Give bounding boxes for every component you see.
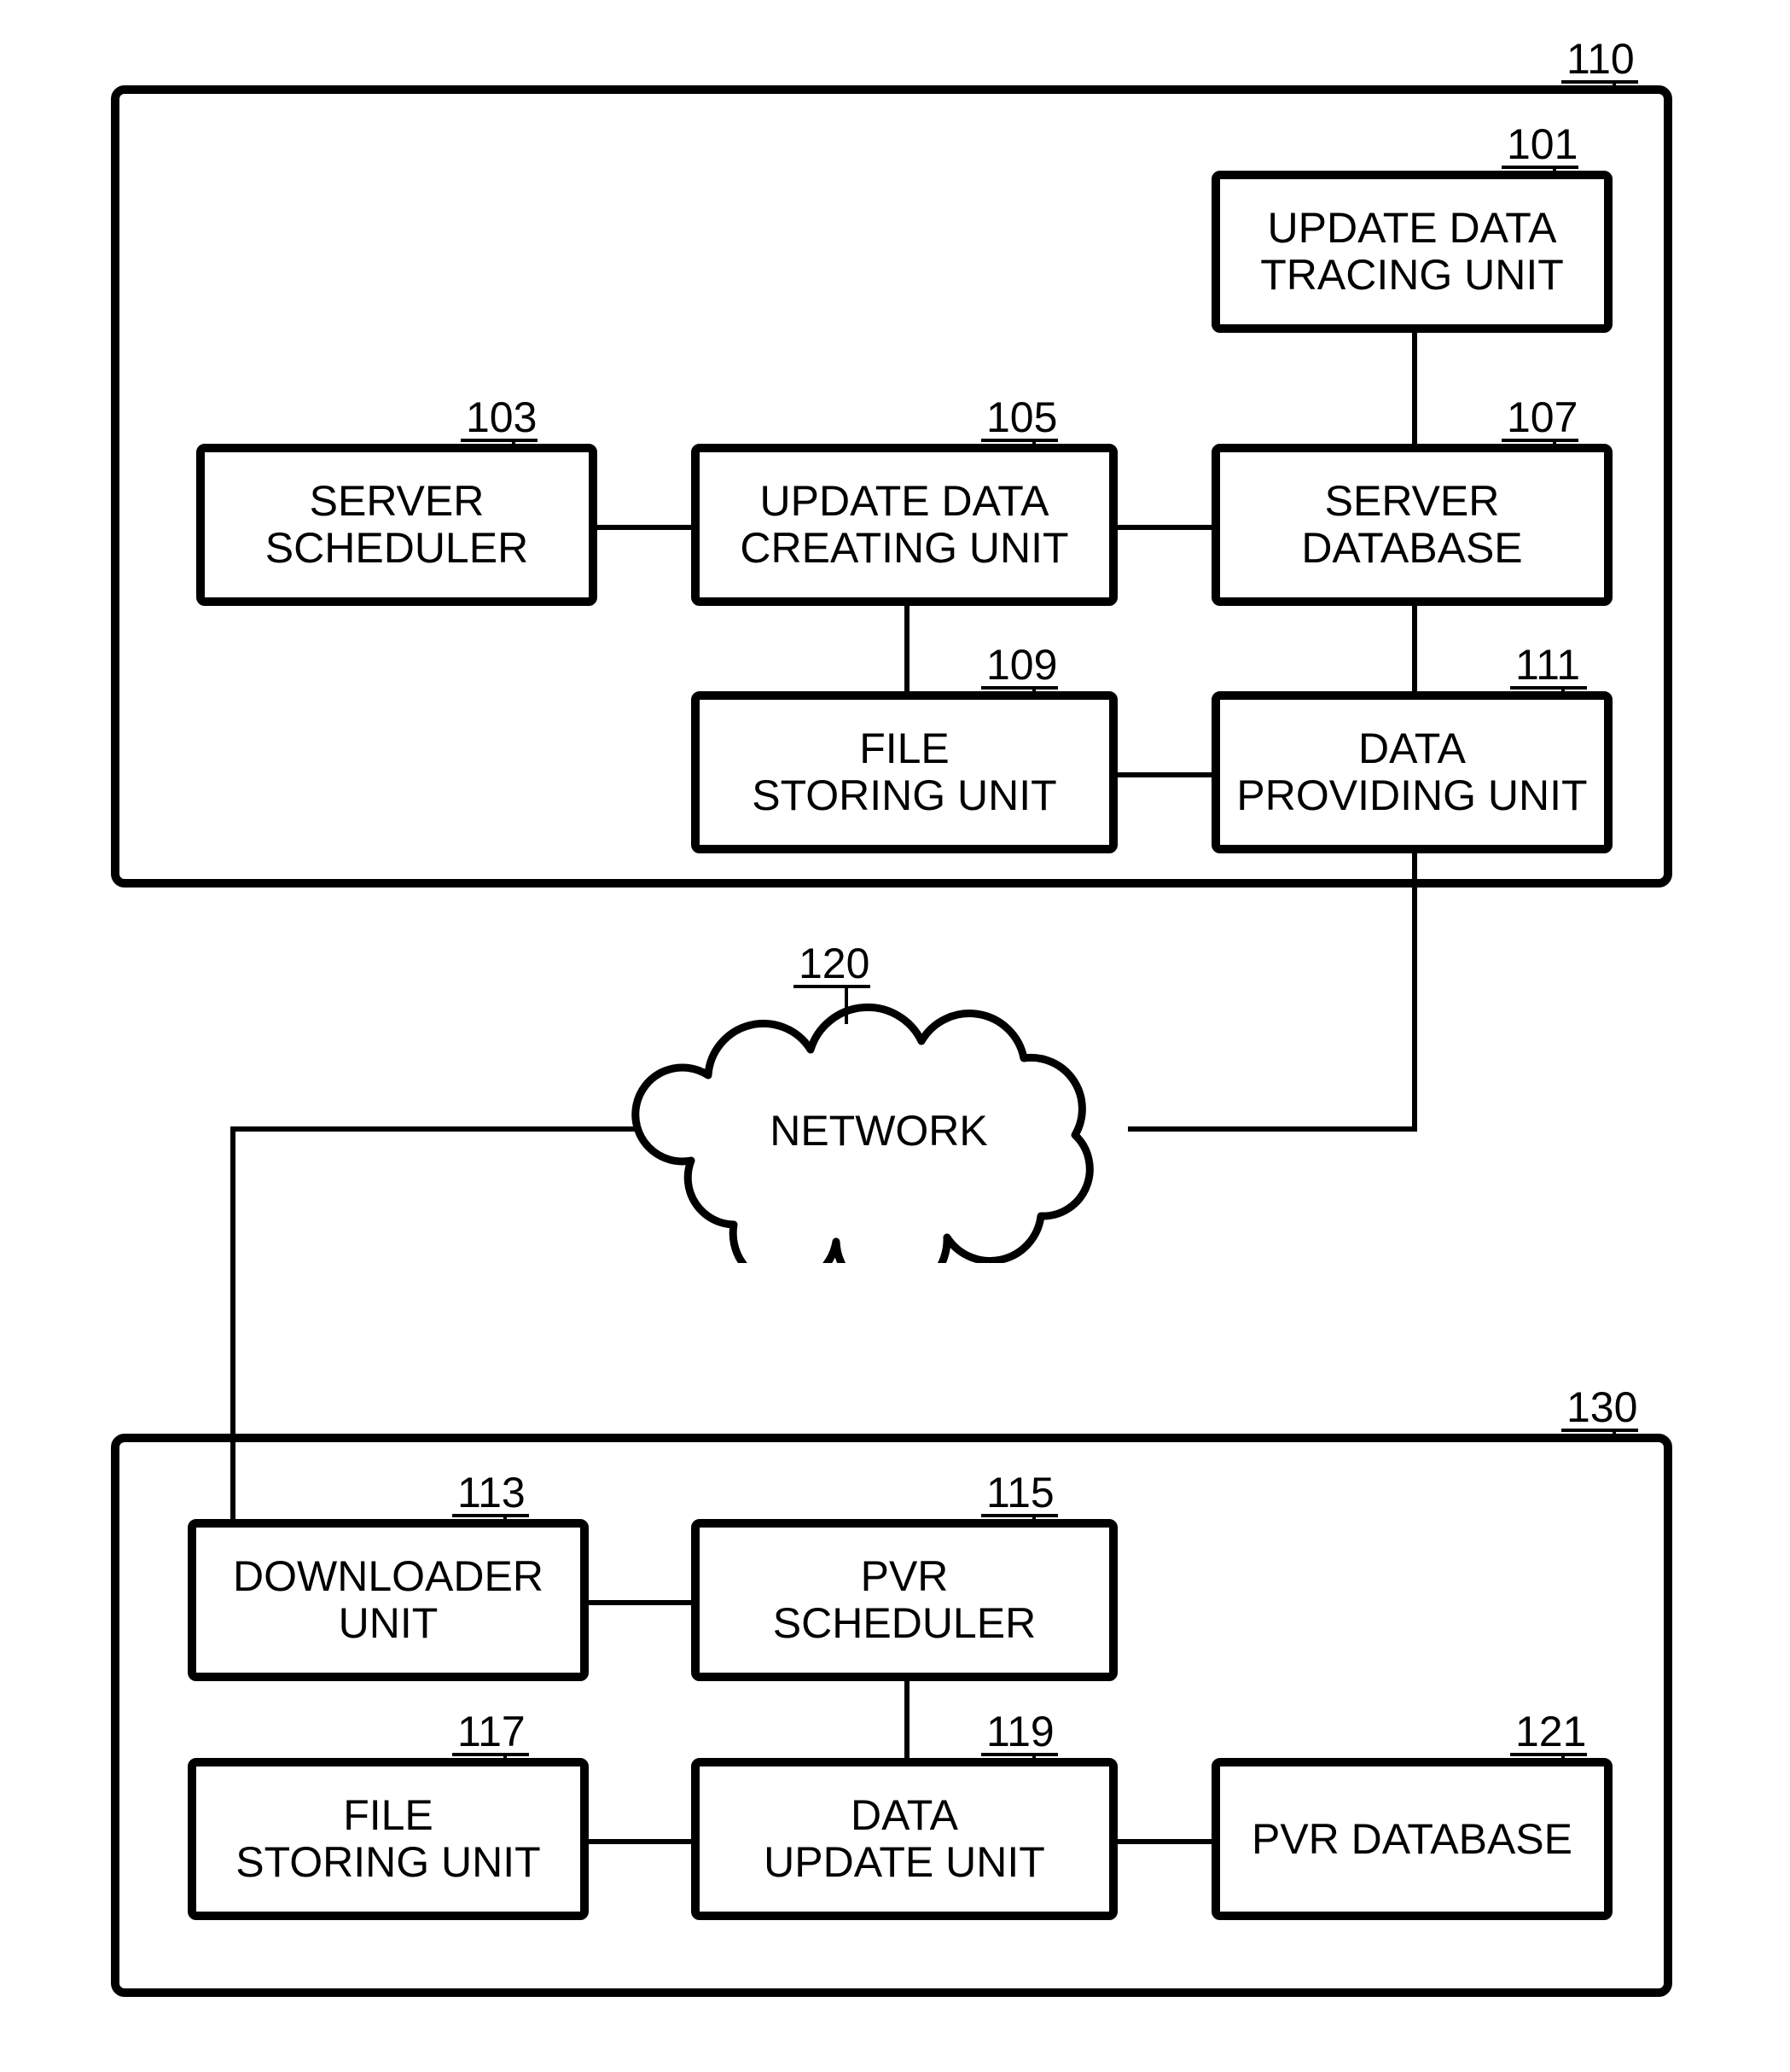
connector-line xyxy=(1128,1126,1417,1132)
ref-tick xyxy=(1032,439,1036,444)
ref-label-113: 113 xyxy=(452,1468,531,1517)
ref-underline xyxy=(461,439,538,442)
ref-underline xyxy=(1502,439,1578,442)
block-109: FILE STORING UNIT xyxy=(691,691,1118,853)
ref-underline xyxy=(1510,1753,1587,1756)
network-cloud: NETWORK xyxy=(614,998,1143,1263)
connector-line xyxy=(230,1126,638,1132)
network-label: NETWORK xyxy=(770,1106,988,1155)
ref-underline xyxy=(1502,166,1578,169)
ref-label-115: 115 xyxy=(981,1468,1060,1517)
ref-label-105: 105 xyxy=(981,393,1062,442)
connector-line xyxy=(597,525,691,530)
ref-label-109: 109 xyxy=(981,640,1062,690)
block-label: DATA PROVIDING UNIT xyxy=(1236,725,1587,819)
ref-tick xyxy=(503,1514,507,1519)
ref-tick xyxy=(845,985,848,1024)
ref-tick xyxy=(1561,686,1565,691)
ref-label-110: 110 xyxy=(1561,34,1640,84)
ref-tick xyxy=(1613,1429,1616,1434)
block-label: DOWNLOADER UNIT xyxy=(233,1553,543,1647)
ref-tick xyxy=(1032,686,1036,691)
ref-label-101: 101 xyxy=(1502,119,1583,169)
connector-line xyxy=(1118,525,1212,530)
block-label: UPDATE DATA CREATING UNIT xyxy=(740,478,1068,572)
ref-tick xyxy=(512,439,515,444)
ref-tick xyxy=(1613,80,1616,85)
block-101: UPDATE DATA TRACING UNIT xyxy=(1212,171,1613,333)
block-label: UPDATE DATA TRACING UNIT xyxy=(1260,205,1564,299)
block-119: DATA UPDATE UNIT xyxy=(691,1758,1118,1920)
ref-underline xyxy=(981,1753,1058,1756)
connector-line xyxy=(904,606,910,691)
block-115: PVR SCHEDULER xyxy=(691,1519,1118,1681)
block-label: PVR DATABASE xyxy=(1252,1816,1572,1863)
connector-line xyxy=(589,1839,691,1844)
block-105: UPDATE DATA CREATING UNIT xyxy=(691,444,1118,606)
ref-label-121: 121 xyxy=(1510,1707,1591,1756)
connector-line xyxy=(1118,1839,1212,1844)
connector-line xyxy=(1412,853,1417,1126)
block-103: SERVER SCHEDULER xyxy=(196,444,597,606)
ref-underline xyxy=(981,439,1058,442)
ref-underline xyxy=(981,1514,1058,1517)
block-label: DATA UPDATE UNIT xyxy=(764,1792,1045,1886)
block-label: SERVER SCHEDULER xyxy=(265,478,528,572)
block-117: FILE STORING UNIT xyxy=(188,1758,589,1920)
ref-underline xyxy=(1561,1429,1638,1432)
ref-label-117: 117 xyxy=(452,1707,531,1756)
block-label: FILE STORING UNIT xyxy=(752,725,1056,819)
connector-line xyxy=(230,1126,235,1519)
ref-tick xyxy=(1561,1753,1565,1758)
ref-underline xyxy=(793,985,870,988)
ref-tick xyxy=(1553,439,1556,444)
ref-underline xyxy=(981,686,1058,690)
ref-underline xyxy=(1561,80,1638,84)
ref-label-119: 119 xyxy=(981,1707,1060,1756)
ref-label-120: 120 xyxy=(793,939,875,988)
ref-label-130: 130 xyxy=(1561,1382,1642,1432)
ref-tick xyxy=(1032,1514,1036,1519)
connector-line xyxy=(904,1681,910,1758)
block-label: SERVER DATABASE xyxy=(1301,478,1522,572)
ref-label-111: 111 xyxy=(1510,640,1585,690)
ref-underline xyxy=(452,1514,529,1517)
connector-line xyxy=(1412,333,1417,444)
block-113: DOWNLOADER UNIT xyxy=(188,1519,589,1681)
block-label: PVR SCHEDULER xyxy=(773,1553,1036,1647)
ref-underline xyxy=(452,1753,529,1756)
block-111: DATA PROVIDING UNIT xyxy=(1212,691,1613,853)
ref-tick xyxy=(1032,1753,1036,1758)
ref-label-103: 103 xyxy=(461,393,542,442)
ref-tick xyxy=(503,1753,507,1758)
ref-underline xyxy=(1510,686,1587,690)
block-label: FILE STORING UNIT xyxy=(235,1792,540,1886)
connector-line xyxy=(589,1600,691,1605)
connector-line xyxy=(1118,772,1212,777)
connector-line xyxy=(1412,606,1417,691)
block-107: SERVER DATABASE xyxy=(1212,444,1613,606)
block-121: PVR DATABASE xyxy=(1212,1758,1613,1920)
ref-label-107: 107 xyxy=(1502,393,1583,442)
ref-tick xyxy=(1553,166,1556,171)
